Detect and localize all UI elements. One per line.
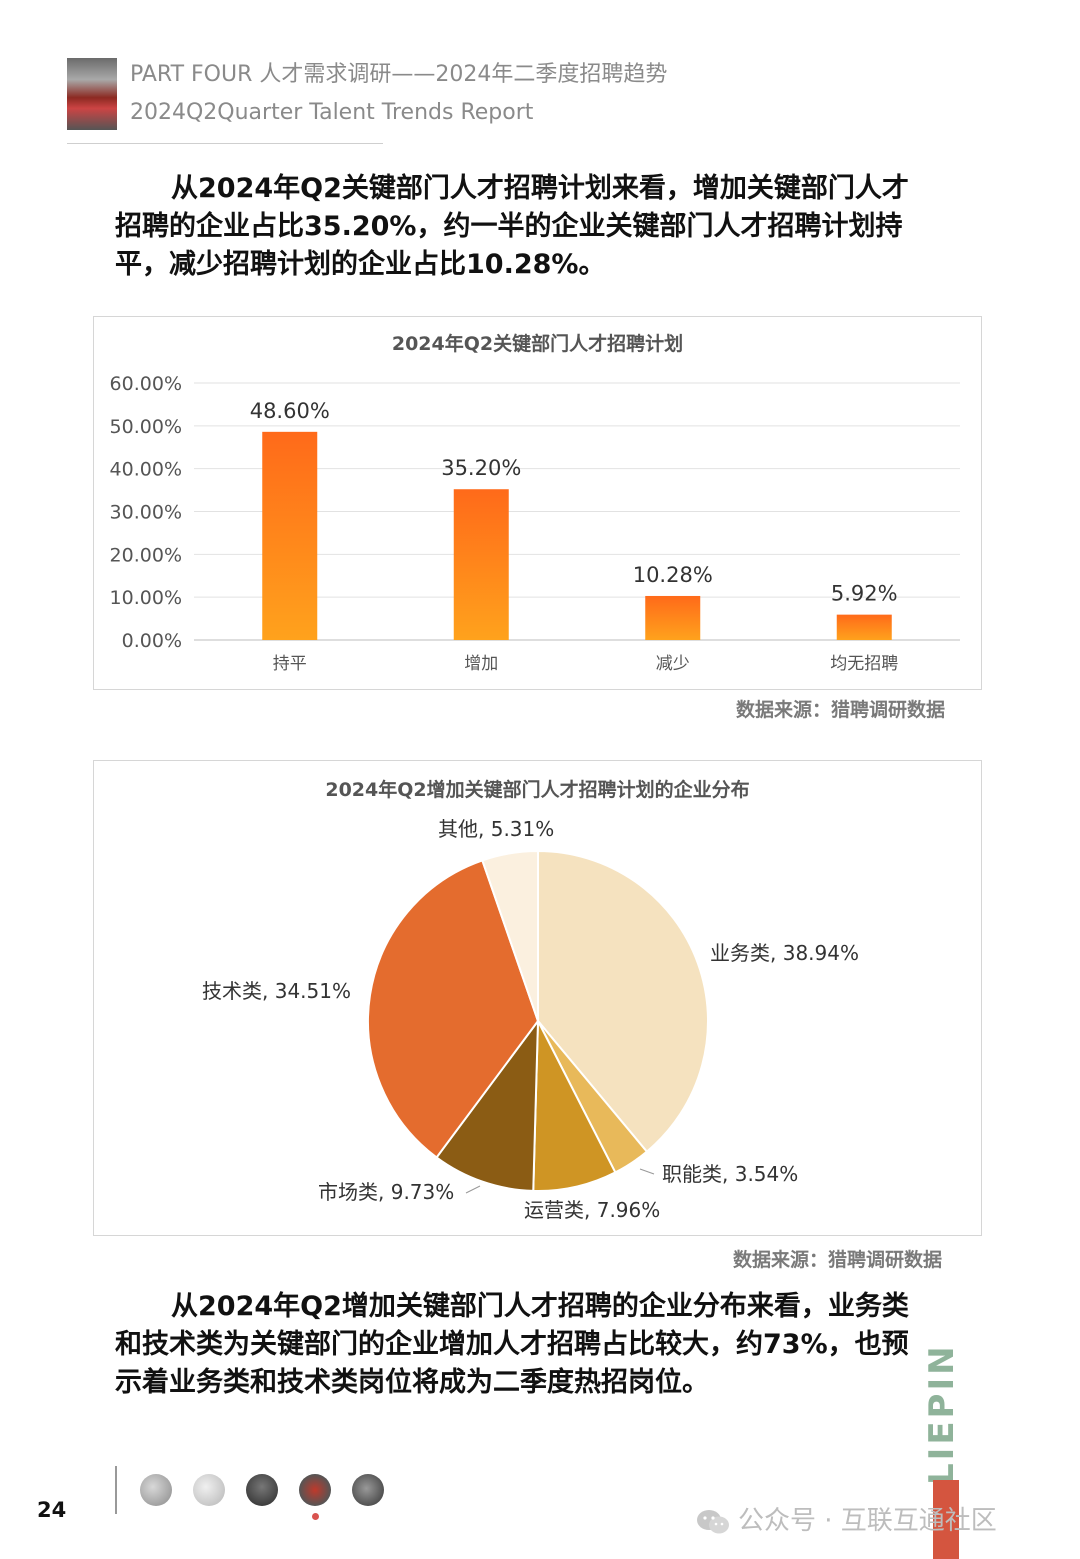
pie-slice xyxy=(537,849,709,1154)
y-tick-label: 40.00% xyxy=(110,459,182,481)
bar-value-label: 35.20% xyxy=(441,456,521,480)
y-tick-label: 60.00% xyxy=(110,373,182,395)
bar-value-label: 10.28% xyxy=(633,563,713,587)
leader-line xyxy=(639,1168,655,1175)
brand-logo-text: LIEPIN xyxy=(922,1343,962,1485)
active-page-indicator xyxy=(312,1513,319,1520)
y-tick-label: 0.00% xyxy=(122,630,182,652)
pie-chart-title: 2024年Q2增加关键部门人才招聘计划的企业分布 xyxy=(325,779,750,801)
bar xyxy=(453,489,509,640)
pie-slice-label: 市场类, 9.73% xyxy=(318,1180,454,1204)
footer-divider xyxy=(115,1466,117,1514)
bar-chart-panel: 2024年Q2关键部门人才招聘计划 0.00% 10.00% 20.00% 30.00… xyxy=(93,316,982,690)
pie-slice-label: 运营类, 7.96% xyxy=(524,1198,660,1222)
brand-accent-bar xyxy=(933,1480,959,1559)
pie-slice-label: 其他, 5.31% xyxy=(438,817,554,841)
wechat-watermark: 公众号 · 互联互通社区 xyxy=(696,1500,997,1537)
pie-chart-panel: 2024年Q2增加关键部门人才招聘计划的企业分布 业务类, 38.94% 职能类,… xyxy=(93,760,982,1236)
bar xyxy=(645,595,701,640)
footer-thumbnail-2[interactable] xyxy=(193,1474,225,1506)
y-tick-label: 30.00% xyxy=(110,502,182,524)
pie-slice xyxy=(435,1017,540,1192)
footer-thumbnail-5[interactable] xyxy=(352,1474,384,1506)
leader-line xyxy=(465,1185,481,1194)
section-title: PART FOUR 人才需求调研——2024年二季度招聘趋势 xyxy=(130,62,668,87)
x-category-label: 均无招聘 xyxy=(830,654,898,674)
pie-slice-label: 业务类, 38.94% xyxy=(710,941,859,965)
pie-chart-source: 数据来源：猎聘调研数据 xyxy=(733,1249,943,1271)
bar-value-label: 48.60% xyxy=(250,399,330,423)
wechat-icon xyxy=(697,1509,729,1533)
bar-chart-title: 2024年Q2关键部门人才招聘计划 xyxy=(391,333,684,355)
bar xyxy=(836,614,892,640)
footer-thumbnail-3[interactable] xyxy=(246,1474,278,1506)
y-tick-label: 10.00% xyxy=(110,587,182,609)
bar-value-label: 5.92% xyxy=(831,582,898,606)
x-category-label: 持平 xyxy=(273,654,307,674)
header-thumbnail-image xyxy=(67,58,117,130)
pie-chart: 业务类, 38.94% 职能类, 3.54%运营类, 7.96% 市场类, 9.73… xyxy=(202,817,859,1222)
bar-chart-source: 数据来源：猎聘调研数据 xyxy=(736,699,946,721)
closing-paragraph: 从2024年Q2增加关键部门人才招聘的企业分布来看，业务类和技术类为关键部门的企… xyxy=(115,1291,909,1398)
footer-thumbnail-4[interactable] xyxy=(299,1474,331,1506)
bar-chart: 0.00% 10.00% 20.00% 30.00% 40.00% 50.00% 60.00… xyxy=(110,373,960,674)
header-divider xyxy=(67,143,383,144)
pie-slice xyxy=(367,859,540,1159)
pie-slice xyxy=(481,849,539,1022)
x-category-label: 增加 xyxy=(464,654,498,674)
bar xyxy=(262,431,318,640)
footer-thumbnail-1[interactable] xyxy=(140,1474,172,1506)
x-category-label: 减少 xyxy=(656,654,690,674)
intro-paragraph: 从2024年Q2关键部门人才招聘计划来看，增加关键部门人才招聘的企业占比35.2… xyxy=(115,173,909,280)
report-subtitle: 2024Q2Quarter Talent Trends Report xyxy=(130,100,534,125)
wechat-text: 公众号 · 互联互通社区 xyxy=(738,1506,997,1536)
pie-slice-label: 职能类, 3.54% xyxy=(662,1162,798,1186)
page-number: 24 xyxy=(37,1498,67,1522)
pie-slice-label: 技术类, 34.51% xyxy=(202,979,351,1003)
y-tick-label: 20.00% xyxy=(110,544,182,566)
y-tick-label: 50.00% xyxy=(110,416,182,438)
